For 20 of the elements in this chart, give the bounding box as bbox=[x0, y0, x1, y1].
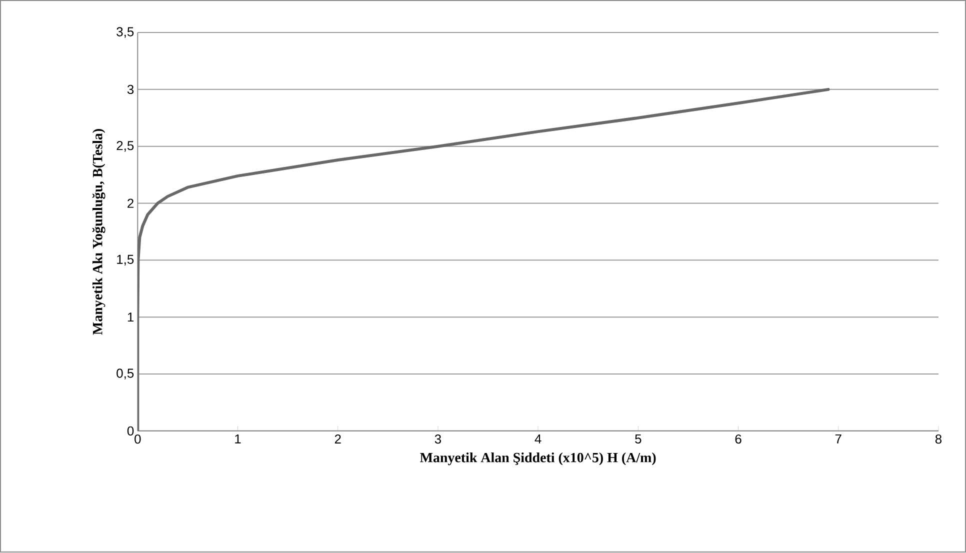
y-axis-title: Manyetik Akı Yoğunluğu, B(Tesla) bbox=[92, 129, 106, 336]
y-tick-label: 0 bbox=[127, 426, 134, 436]
x-tick-label: 8 bbox=[935, 434, 942, 444]
y-tick-label: 0,5 bbox=[116, 368, 134, 380]
y-tick-label: 2,5 bbox=[116, 141, 134, 152]
y-tick-label: 1 bbox=[128, 312, 134, 322]
x-tick-label: 1 bbox=[235, 434, 241, 444]
y-tick-label: 3,5 bbox=[116, 27, 134, 38]
x-tick-label: 0 bbox=[134, 434, 141, 444]
x-tick-label: 2 bbox=[334, 434, 341, 444]
y-tick-label: 1,5 bbox=[117, 255, 134, 266]
x-tick-label: 4 bbox=[534, 434, 542, 444]
x-tick-label: 5 bbox=[635, 434, 642, 444]
y-tick-label: 3 bbox=[127, 85, 134, 94]
x-tick-label: 3 bbox=[434, 434, 442, 444]
y-tick-label: 2 bbox=[128, 198, 134, 208]
line-series bbox=[138, 88, 830, 432]
x-tick-label: 7 bbox=[835, 434, 842, 444]
x-axis-title: Manyetik Alan Şiddeti (x10^5) H (A/m) bbox=[420, 452, 656, 466]
x-tick-label: 6 bbox=[735, 434, 742, 444]
